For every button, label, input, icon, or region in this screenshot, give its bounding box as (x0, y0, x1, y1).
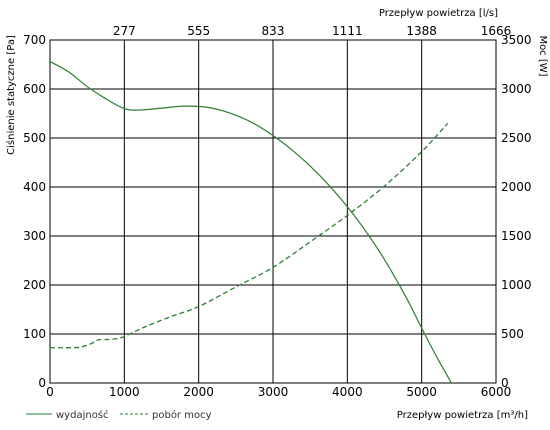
x-bottom-tick-label: 2000 (183, 385, 214, 399)
y-left-tick-label: 100 (23, 327, 46, 341)
legend-label-wydajnosc: wydajność (56, 409, 109, 421)
x-top-tick-label: 555 (187, 24, 210, 38)
y-left-tick-label: 700 (23, 33, 46, 47)
y-right-tick-label: 1500 (501, 229, 532, 243)
series-layer (49, 61, 452, 384)
y-left-tick-label: 0 (38, 376, 46, 390)
x-bottom-tick-label: 1000 (109, 385, 140, 399)
x-top-tick-label: 277 (113, 24, 136, 38)
x-top-tick-label: 1111 (332, 24, 363, 38)
y-left-tick-label: 400 (23, 180, 46, 194)
y-right-tick-label: 0 (501, 376, 509, 390)
y-left-tick-label: 500 (23, 131, 46, 145)
y-left-axis-label: Ciśnienie statyczne [Pa] (5, 35, 17, 155)
y-right-tick-label: 2500 (501, 131, 532, 145)
grid (50, 40, 496, 383)
x-bottom-tick-label: 0 (46, 385, 54, 399)
legend-label-pobor-mocy: pobór mocy (152, 409, 212, 421)
x-bottom-tick-label: 4000 (332, 385, 363, 399)
y-left-tick-label: 600 (23, 82, 46, 96)
x-bottom-tick-label: 5000 (406, 385, 437, 399)
y-right-axis-label: Moc [W] (537, 35, 548, 76)
x-bottom-tick-label: 3000 (258, 385, 289, 399)
x-top-tick-label: 1666 (481, 24, 512, 38)
series-line-pobor-mocy (49, 122, 449, 349)
legend: wydajność pobór mocy (26, 409, 212, 421)
plot-frame (49, 39, 497, 384)
series-line-wydajnosc (49, 61, 452, 384)
y-right-tick-label: 3000 (501, 82, 532, 96)
y-right-tick-label: 500 (501, 327, 524, 341)
x-top-tick-label: 833 (262, 24, 285, 38)
x-top-axis-label: Przepływ powietrza [l/s] (379, 8, 498, 19)
x-bottom-axis-label: Przepływ powietrza [m³/h] (397, 410, 528, 421)
x-top-tick-label: 1388 (406, 24, 437, 38)
y-right-tick-label: 2000 (501, 180, 532, 194)
x-bottom-tick-label: 6000 (481, 385, 512, 399)
y-right-tick-label: 3500 (501, 33, 532, 47)
y-left-tick-label: 300 (23, 229, 46, 243)
y-right-tick-label: 1000 (501, 278, 532, 292)
y-left-tick-label: 200 (23, 278, 46, 292)
